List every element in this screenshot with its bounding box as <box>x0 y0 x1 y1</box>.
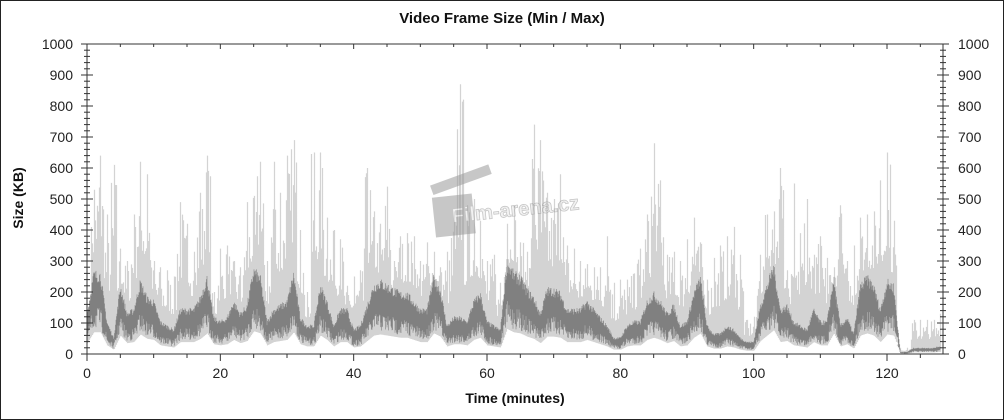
x-tick-label: 120 <box>875 365 899 381</box>
y-tick-label-right: 0 <box>958 346 966 362</box>
y-tick-label-right: 200 <box>958 284 982 300</box>
y-tick-label-right: 500 <box>958 191 982 207</box>
y-tick-label-right: 1000 <box>958 36 989 52</box>
y-tick-label-left: 100 <box>50 315 74 331</box>
x-axis-label: Time (minutes) <box>465 390 565 406</box>
y-tick-label-right: 900 <box>958 67 982 83</box>
y-tick-label-right: 400 <box>958 222 982 238</box>
y-tick-label-left: 0 <box>65 346 73 362</box>
chart-title: Video Frame Size (Min / Max) <box>399 10 605 27</box>
y-tick-label-left: 300 <box>50 253 74 269</box>
x-tick-label: 0 <box>83 365 91 381</box>
y-tick-label-right: 600 <box>958 160 982 176</box>
x-tick-label: 80 <box>613 365 629 381</box>
y-tick-label-left: 700 <box>50 129 74 145</box>
y-tick-label-left: 400 <box>50 222 74 238</box>
y-tick-label-right: 800 <box>958 98 982 114</box>
x-tick-label: 20 <box>213 365 229 381</box>
y-tick-label-right: 700 <box>958 129 982 145</box>
x-tick-label: 40 <box>346 365 362 381</box>
y-tick-label-left: 200 <box>50 284 74 300</box>
y-tick-label-left: 800 <box>50 98 74 114</box>
y-tick-label-left: 500 <box>50 191 74 207</box>
x-tick-label: 60 <box>479 365 495 381</box>
y-tick-label-right: 300 <box>958 253 982 269</box>
y-tick-label-left: 1000 <box>42 36 73 52</box>
y-tick-label-right: 100 <box>958 315 982 331</box>
y-tick-label-left: 900 <box>50 67 74 83</box>
y-tick-label-left: 600 <box>50 160 74 176</box>
x-tick-label: 100 <box>742 365 766 381</box>
